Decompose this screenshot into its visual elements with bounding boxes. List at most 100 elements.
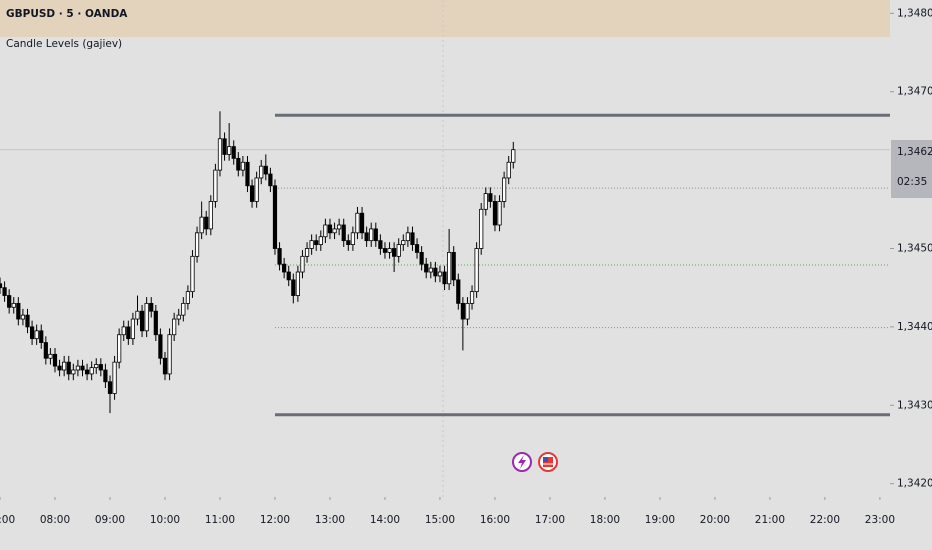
x-tick-label: 21:00	[755, 514, 785, 526]
candle-body	[401, 240, 406, 245]
candle-body	[181, 302, 186, 316]
candle-body	[153, 310, 158, 336]
y-tick-label: 1,34400	[897, 321, 932, 333]
candle-body	[451, 252, 456, 281]
x-tick-label: 18:00	[590, 514, 620, 526]
candle-body	[469, 291, 475, 304]
candle-body	[43, 342, 48, 359]
candle-body	[66, 361, 71, 375]
candle-body	[511, 149, 516, 163]
candle-body	[194, 232, 200, 257]
event-icon[interactable]	[538, 452, 558, 472]
candle-body	[369, 228, 374, 242]
x-tick-label: 22:00	[810, 514, 840, 526]
candle-body	[84, 369, 90, 375]
x-tick-label: 16:00	[480, 514, 510, 526]
candle-body	[135, 310, 140, 320]
candle-body	[332, 228, 337, 234]
candle-body	[268, 173, 273, 187]
candle-body	[172, 318, 177, 336]
candle-body	[318, 236, 323, 245]
candle-body	[57, 365, 62, 371]
candle-body	[359, 212, 365, 234]
candle-body	[25, 314, 30, 328]
candle-body	[346, 240, 351, 245]
x-tick-label: 20:00	[700, 514, 730, 526]
y-tick-label: 1,34300	[897, 399, 932, 411]
candle-body	[0, 283, 3, 289]
x-tick-label: 19:00	[645, 514, 675, 526]
candle-body	[107, 381, 113, 394]
candle-body	[506, 161, 511, 179]
candle-body	[199, 216, 204, 234]
candle-body	[341, 224, 346, 242]
candle-body	[217, 138, 223, 171]
candle-body	[497, 201, 502, 226]
candle-body	[277, 248, 282, 265]
candle-body	[414, 244, 420, 253]
y-tick-label: 1,34500	[897, 243, 932, 255]
candle-body	[502, 177, 507, 202]
candle-body	[272, 185, 278, 249]
candle-body	[7, 295, 12, 308]
candle-body	[428, 267, 433, 273]
candle-body	[94, 364, 99, 369]
y-tick-label: 1,34200	[897, 478, 932, 490]
candle-body	[337, 224, 342, 230]
candle-body	[304, 248, 310, 257]
candle-body	[139, 310, 145, 332]
x-tick-label: 11:00	[205, 514, 235, 526]
candle-body	[227, 146, 232, 155]
candle-body	[231, 146, 236, 159]
x-tick-label: 14:00	[370, 514, 400, 526]
price-label-box	[891, 140, 932, 198]
candle-body	[364, 232, 369, 242]
x-tick-label: 15:00	[425, 514, 455, 526]
candle-body	[314, 240, 319, 245]
candle-body	[291, 279, 296, 296]
candle-body	[89, 367, 94, 375]
candle-body	[492, 201, 498, 226]
candle-body	[48, 353, 53, 359]
candle-body	[465, 302, 470, 320]
candle-body	[488, 193, 493, 202]
candle-body	[474, 248, 479, 293]
candle-body	[71, 369, 76, 375]
candle-body	[355, 212, 360, 234]
candle-body	[309, 240, 314, 249]
chart-title: GBPUSD · 5 · OANDA	[6, 8, 128, 20]
candle-body	[437, 271, 443, 277]
candle-body	[103, 369, 108, 383]
x-tick-label: 10:00	[150, 514, 180, 526]
candle-body	[185, 291, 190, 304]
candle-body	[34, 330, 39, 340]
candle-body	[263, 165, 268, 175]
candle-body	[410, 232, 415, 245]
candle-body	[295, 271, 300, 296]
event-icon[interactable]	[512, 452, 532, 472]
countdown: 02:35	[897, 176, 927, 188]
candle-body	[75, 365, 81, 371]
candle-body	[117, 334, 122, 363]
candle-body	[121, 326, 126, 336]
candle-body	[323, 224, 328, 238]
candle-body	[52, 353, 58, 367]
candle-body	[167, 334, 172, 375]
candle-body	[236, 157, 241, 171]
candle-body	[382, 248, 388, 253]
candle-body	[259, 165, 264, 179]
candle-body	[442, 271, 447, 285]
candle-body	[479, 208, 484, 249]
candle-body	[254, 177, 259, 202]
candle-body	[387, 248, 392, 253]
x-tick-label: 17:00	[535, 514, 565, 526]
last-price: 1,34626	[897, 146, 932, 158]
candle-body	[240, 161, 245, 171]
candle-body	[126, 326, 131, 340]
header-band	[0, 0, 890, 37]
candle-body	[98, 364, 103, 371]
candle-body	[245, 161, 250, 187]
candle-body	[249, 185, 255, 202]
